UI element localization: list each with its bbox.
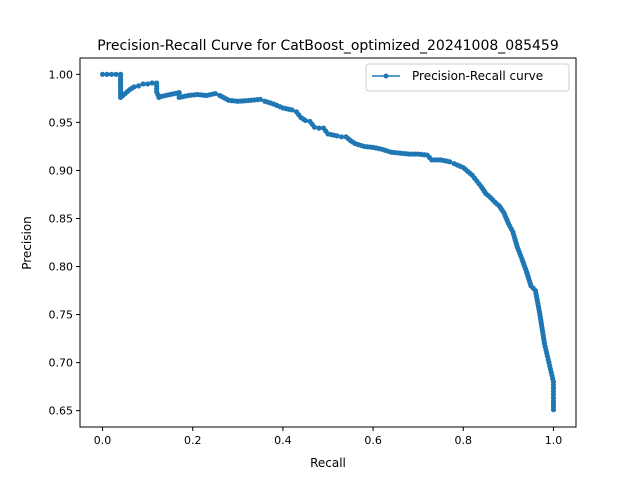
x-tick-label: 0.8 — [455, 434, 473, 447]
data-point — [108, 71, 115, 77]
legend-label: Precision-Recall curve — [412, 69, 543, 83]
legend-dot-marker — [383, 73, 389, 79]
data-point — [212, 90, 218, 97]
legend-box — [365, 63, 570, 92]
data-point — [113, 71, 119, 77]
y-tick-label: 0.65 — [49, 405, 74, 418]
data-point — [550, 407, 557, 413]
y-tick-label: 1.00 — [49, 68, 74, 81]
y-tick-label: 0.90 — [49, 164, 74, 177]
data-point — [145, 81, 151, 87]
data-point — [104, 71, 110, 77]
chart-title: Precision-Recall Curve for CatBoost_opti… — [97, 38, 558, 54]
data-point — [140, 81, 146, 87]
data-point — [176, 89, 182, 96]
data-point — [338, 134, 345, 140]
data-point — [131, 84, 137, 90]
x-tick-label: 0.0 — [94, 434, 112, 447]
x-tick-label: 0.6 — [364, 434, 382, 447]
y-tick-label: 0.80 — [49, 261, 74, 274]
data-point — [447, 159, 453, 165]
y-axis-label: Precision — [20, 216, 34, 270]
x-tick-label: 1.0 — [545, 434, 563, 447]
x-tick-label: 0.2 — [184, 434, 202, 447]
data-point — [136, 83, 142, 89]
y-tick-label: 0.70 — [49, 357, 74, 370]
data-point — [257, 96, 263, 102]
series-layer — [99, 71, 557, 413]
data-point — [311, 124, 318, 130]
data-point — [289, 107, 295, 113]
data-point — [334, 133, 340, 139]
x-tick-label: 0.4 — [274, 434, 292, 447]
legend: Precision-Recall curve — [365, 63, 570, 92]
data-point — [149, 80, 155, 86]
y-ticks: 0.65 0.70 0.75 0.80 0.85 0.90 0.95 1.00 — [49, 68, 80, 418]
axes-frame — [79, 57, 577, 428]
y-tick-label: 0.75 — [49, 309, 74, 322]
data-point — [99, 71, 106, 77]
y-tick-label: 0.85 — [49, 212, 74, 225]
x-ticks: 0.0 0.2 0.4 0.6 0.8 1.0 — [94, 427, 562, 447]
y-tick-label: 0.95 — [49, 116, 74, 129]
data-point — [316, 125, 322, 131]
data-point — [302, 117, 309, 124]
x-axis-label: Recall — [310, 456, 346, 470]
